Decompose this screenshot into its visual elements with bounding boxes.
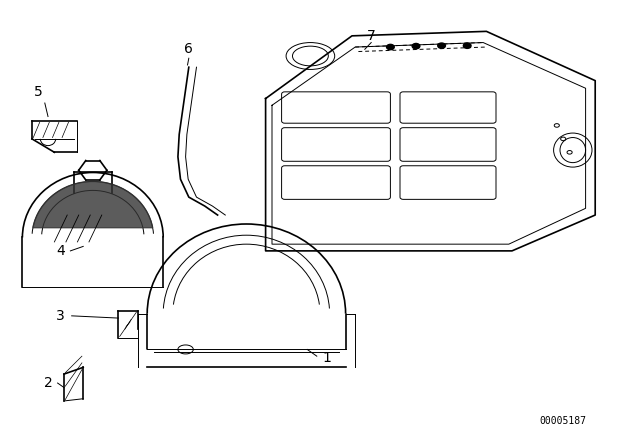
Text: 2: 2: [44, 376, 52, 390]
Text: 1: 1: [322, 351, 331, 366]
Polygon shape: [33, 181, 153, 228]
Text: 7: 7: [367, 29, 376, 43]
Text: 4: 4: [56, 244, 65, 258]
Text: 6: 6: [184, 42, 193, 56]
Circle shape: [438, 43, 445, 48]
Circle shape: [463, 43, 471, 48]
Circle shape: [387, 44, 394, 50]
Text: 5: 5: [34, 85, 43, 99]
Text: 3: 3: [56, 309, 65, 323]
Text: 00005187: 00005187: [540, 416, 587, 426]
Circle shape: [412, 43, 420, 49]
